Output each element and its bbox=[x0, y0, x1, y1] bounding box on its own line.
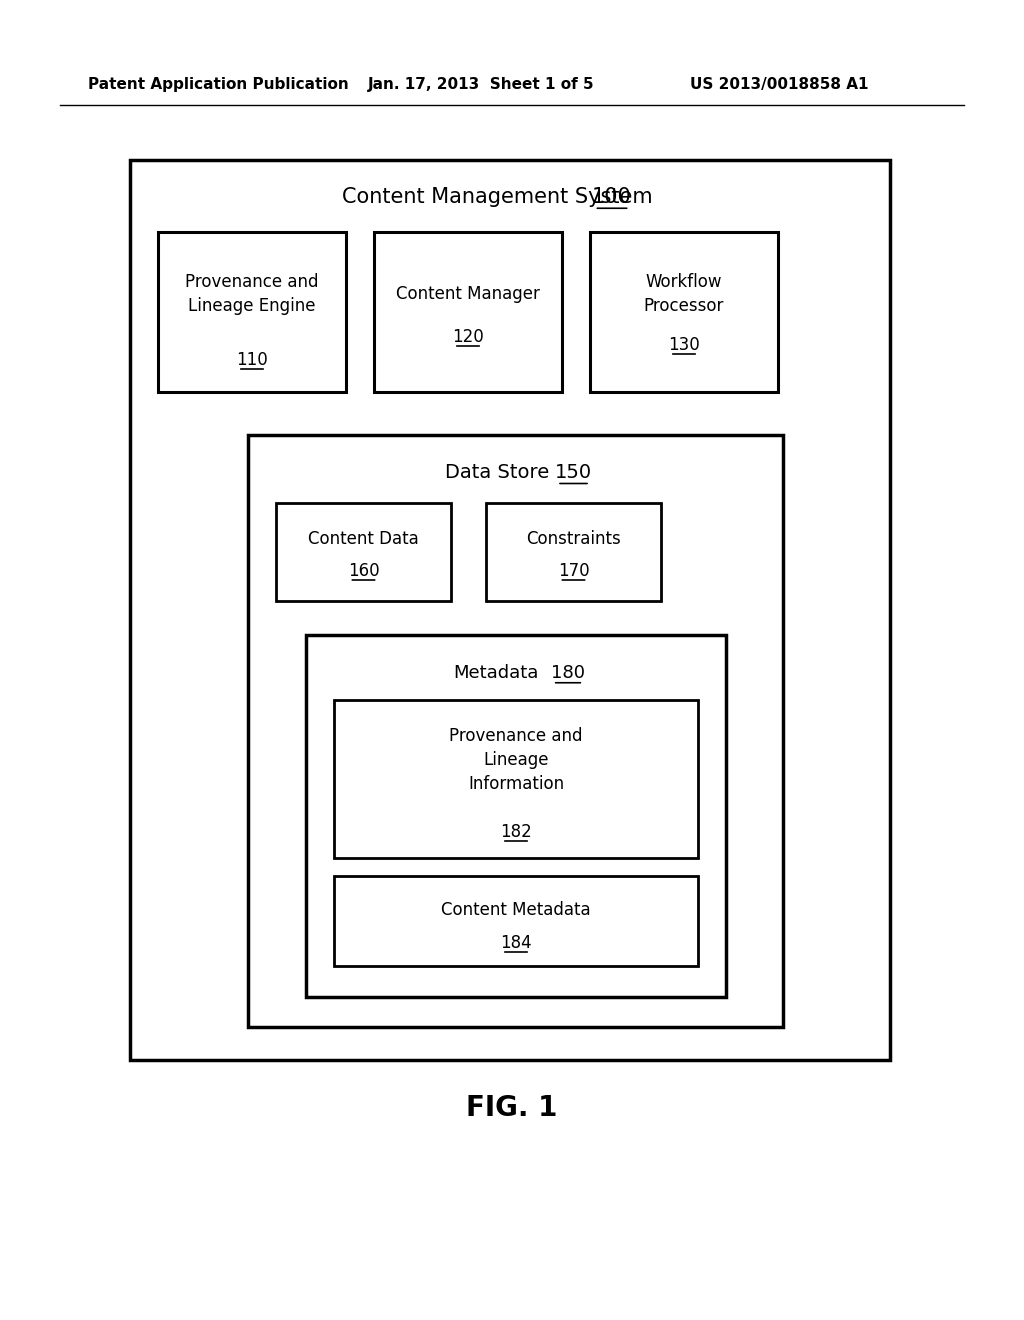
Text: Constraints: Constraints bbox=[526, 531, 621, 548]
Text: Content Manager: Content Manager bbox=[396, 285, 540, 304]
Text: US 2013/0018858 A1: US 2013/0018858 A1 bbox=[690, 78, 868, 92]
Text: 130: 130 bbox=[668, 337, 699, 354]
Text: 170: 170 bbox=[558, 562, 590, 579]
Bar bbox=[276, 503, 451, 601]
Text: Content Metadata: Content Metadata bbox=[441, 902, 591, 919]
Bar bbox=[248, 436, 783, 1027]
Text: 180: 180 bbox=[551, 664, 585, 682]
Text: Provenance and
Lineage Engine: Provenance and Lineage Engine bbox=[185, 273, 318, 314]
Bar bbox=[334, 876, 698, 966]
Bar bbox=[130, 160, 890, 1060]
Bar bbox=[306, 635, 726, 997]
Text: 110: 110 bbox=[237, 351, 268, 370]
Text: 160: 160 bbox=[348, 562, 379, 579]
Text: Provenance and
Lineage
Information: Provenance and Lineage Information bbox=[450, 727, 583, 792]
Bar bbox=[374, 232, 562, 392]
Text: Data Store: Data Store bbox=[445, 463, 550, 483]
Text: 120: 120 bbox=[453, 327, 484, 346]
Text: 150: 150 bbox=[555, 463, 592, 483]
Text: Content Management System: Content Management System bbox=[342, 187, 652, 207]
Text: Metadata: Metadata bbox=[454, 664, 539, 682]
Text: 182: 182 bbox=[500, 822, 531, 841]
Bar bbox=[486, 503, 662, 601]
Text: Jan. 17, 2013  Sheet 1 of 5: Jan. 17, 2013 Sheet 1 of 5 bbox=[368, 78, 595, 92]
Bar bbox=[158, 232, 346, 392]
Bar bbox=[334, 700, 698, 858]
Text: FIG. 1: FIG. 1 bbox=[466, 1094, 558, 1122]
Bar bbox=[590, 232, 778, 392]
Text: 100: 100 bbox=[592, 187, 632, 207]
Text: Patent Application Publication: Patent Application Publication bbox=[88, 78, 349, 92]
Text: Content Data: Content Data bbox=[308, 531, 419, 548]
Text: 184: 184 bbox=[500, 935, 531, 952]
Text: Workflow
Processor: Workflow Processor bbox=[644, 273, 724, 314]
